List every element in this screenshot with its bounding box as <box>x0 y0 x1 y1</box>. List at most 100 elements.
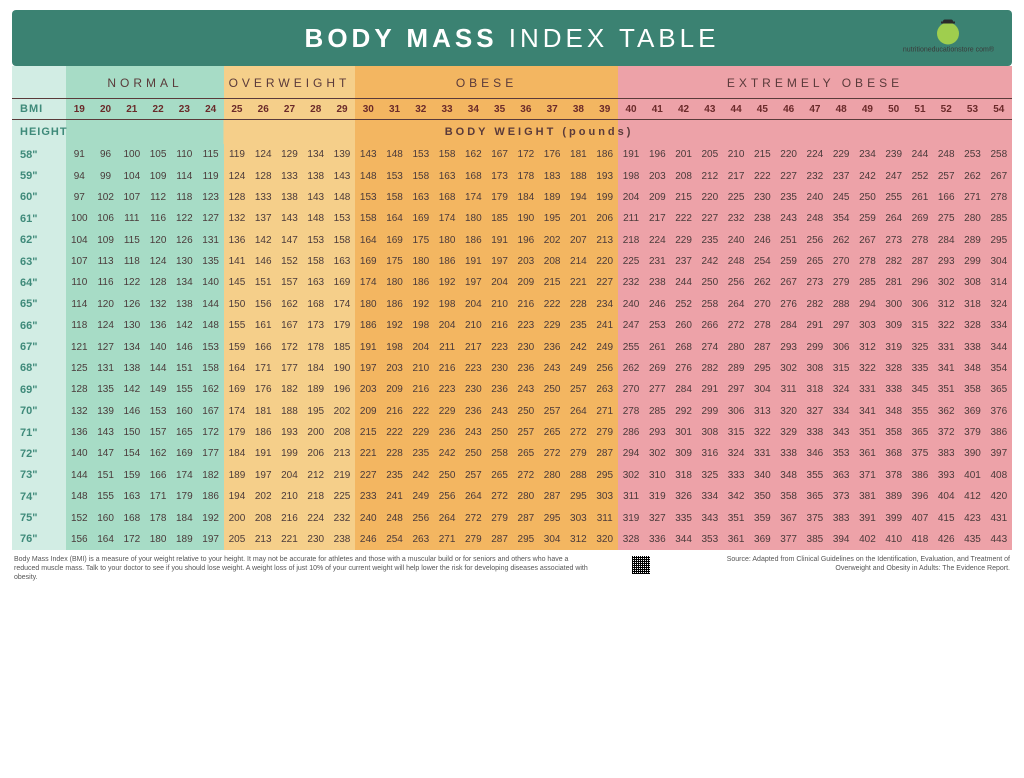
weight-cell: 285 <box>986 208 1012 229</box>
weight-cell: 119 <box>224 144 250 165</box>
weight-cell: 310 <box>644 465 670 486</box>
weight-cell: 146 <box>250 251 276 272</box>
weight-cell: 164 <box>381 208 407 229</box>
weight-cell: 147 <box>276 230 302 251</box>
category-blank <box>12 66 66 99</box>
weight-cell: 311 <box>776 379 802 400</box>
weight-cell: 213 <box>250 529 276 550</box>
weight-cell: 97 <box>66 187 92 208</box>
category-extremely-obese: EXTREMELY OBESE <box>618 66 1012 99</box>
weight-cell: 240 <box>802 187 828 208</box>
weight-cell: 203 <box>355 379 381 400</box>
height-64in: 64" <box>12 272 66 293</box>
weight-cell: 193 <box>592 165 618 186</box>
weight-cell: 324 <box>986 294 1012 315</box>
bmi-col-53: 53 <box>959 99 985 120</box>
weight-cell: 180 <box>381 272 407 293</box>
weight-cell: 210 <box>723 144 749 165</box>
weight-cell: 410 <box>881 529 907 550</box>
weight-cell: 212 <box>697 165 723 186</box>
weight-cell: 319 <box>881 336 907 357</box>
weight-cell: 313 <box>749 401 775 422</box>
weight-cell: 204 <box>486 272 512 293</box>
weight-cell: 199 <box>276 443 302 464</box>
weight-cell: 174 <box>355 272 381 293</box>
weight-cell: 120 <box>92 294 118 315</box>
bmi-col-41: 41 <box>644 99 670 120</box>
weight-cell: 265 <box>539 422 565 443</box>
weight-cell: 272 <box>460 507 486 528</box>
table-row: 68"1251311381441511581641711771841901972… <box>12 358 1012 379</box>
weight-cell: 162 <box>276 294 302 315</box>
weight-cell: 248 <box>933 144 959 165</box>
weight-cell: 334 <box>697 486 723 507</box>
weight-cell: 284 <box>670 379 696 400</box>
weight-cell: 280 <box>959 208 985 229</box>
weight-cell: 191 <box>250 443 276 464</box>
weight-cell: 344 <box>986 336 1012 357</box>
table-row: 72"1401471541621691771841911992062132212… <box>12 443 1012 464</box>
weight-cell: 183 <box>539 165 565 186</box>
weight-cell: 118 <box>171 187 197 208</box>
weight-cell: 257 <box>513 422 539 443</box>
weight-cell: 104 <box>119 165 145 186</box>
weight-cell: 322 <box>854 358 880 379</box>
weight-cell: 138 <box>171 294 197 315</box>
table-row: 62"1041091151201261311361421471531581641… <box>12 230 1012 251</box>
weight-cell: 161 <box>250 315 276 336</box>
weight-cell: 153 <box>381 165 407 186</box>
bmi-col-37: 37 <box>539 99 565 120</box>
weight-cell: 184 <box>303 358 329 379</box>
weight-cell: 315 <box>828 358 854 379</box>
weight-cell: 291 <box>802 315 828 336</box>
weight-cell: 426 <box>933 529 959 550</box>
weight-cell: 373 <box>828 486 854 507</box>
table-row: 65"1141201261321381441501561621681741801… <box>12 294 1012 315</box>
weight-cell: 224 <box>644 230 670 251</box>
weight-cell: 140 <box>145 336 171 357</box>
weight-cell: 348 <box>776 465 802 486</box>
weight-cell: 222 <box>670 208 696 229</box>
weight-cell: 219 <box>329 465 355 486</box>
weight-cell: 309 <box>670 443 696 464</box>
weight-cell: 287 <box>539 486 565 507</box>
weight-cell: 222 <box>381 422 407 443</box>
weight-cell: 216 <box>381 401 407 422</box>
weight-cell: 236 <box>513 358 539 379</box>
weight-cell: 334 <box>986 315 1012 336</box>
weight-cell: 303 <box>854 315 880 336</box>
weight-cell: 105 <box>145 144 171 165</box>
weight-cell: 230 <box>303 529 329 550</box>
weight-cell: 287 <box>486 529 512 550</box>
weight-cell: 287 <box>513 507 539 528</box>
weight-cell: 190 <box>513 208 539 229</box>
weight-cell: 182 <box>276 379 302 400</box>
weight-cell: 204 <box>618 187 644 208</box>
weight-cell: 242 <box>854 165 880 186</box>
weight-cell: 134 <box>303 144 329 165</box>
weight-cell: 341 <box>933 358 959 379</box>
bmi-col-29: 29 <box>329 99 355 120</box>
weight-cell: 237 <box>670 251 696 272</box>
weight-cell: 146 <box>119 401 145 422</box>
weight-cell: 248 <box>381 507 407 528</box>
weight-cell: 235 <box>776 187 802 208</box>
weight-cell: 223 <box>513 315 539 336</box>
weight-cell: 304 <box>539 529 565 550</box>
weight-cell: 186 <box>381 294 407 315</box>
weight-cell: 338 <box>959 336 985 357</box>
weight-cell: 326 <box>670 486 696 507</box>
weight-cell: 229 <box>539 315 565 336</box>
weight-cell: 186 <box>355 315 381 336</box>
weight-cell: 210 <box>276 486 302 507</box>
weight-cell: 300 <box>881 294 907 315</box>
weight-cell: 255 <box>618 336 644 357</box>
weight-cell: 120 <box>145 230 171 251</box>
weight-cell: 278 <box>907 230 933 251</box>
weight-cell: 311 <box>592 507 618 528</box>
qr-code-icon <box>632 556 650 574</box>
weight-cell: 163 <box>408 187 434 208</box>
weight-cell: 192 <box>434 272 460 293</box>
weight-cell: 109 <box>145 165 171 186</box>
weight-cell: 252 <box>907 165 933 186</box>
